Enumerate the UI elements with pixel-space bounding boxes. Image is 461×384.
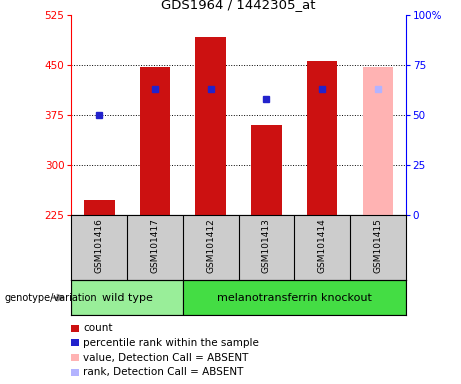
Bar: [140, 67, 170, 215]
Bar: [195, 36, 226, 215]
Text: count: count: [83, 323, 113, 333]
Text: rank, Detection Call = ABSENT: rank, Detection Call = ABSENT: [83, 367, 244, 377]
Text: GSM101417: GSM101417: [150, 218, 160, 273]
Text: GSM101414: GSM101414: [318, 218, 327, 273]
Bar: [71, 280, 183, 315]
Text: GSM101415: GSM101415: [373, 218, 382, 273]
Text: percentile rank within the sample: percentile rank within the sample: [83, 338, 260, 348]
Bar: [251, 125, 282, 215]
Bar: [307, 61, 337, 215]
Text: GSM101412: GSM101412: [206, 218, 215, 273]
Text: value, Detection Call = ABSENT: value, Detection Call = ABSENT: [83, 353, 249, 362]
Text: genotype/variation: genotype/variation: [5, 293, 97, 303]
Text: wild type: wild type: [102, 293, 153, 303]
Text: melanotransferrin knockout: melanotransferrin knockout: [217, 293, 372, 303]
Bar: [84, 200, 115, 215]
Bar: [183, 280, 406, 315]
Text: GSM101416: GSM101416: [95, 218, 104, 273]
Text: GSM101413: GSM101413: [262, 218, 271, 273]
Title: GDS1964 / 1442305_at: GDS1964 / 1442305_at: [161, 0, 316, 12]
Bar: [362, 67, 393, 215]
